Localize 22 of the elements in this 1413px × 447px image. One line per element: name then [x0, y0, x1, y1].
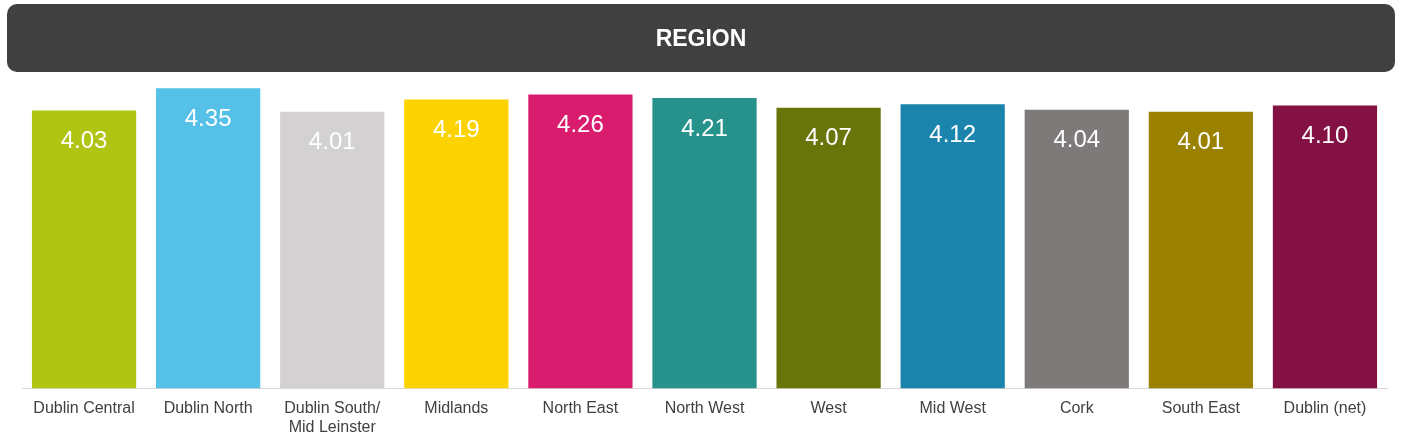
x-tick-label: Midlands	[424, 398, 489, 416]
x-tick-label: Cork	[1059, 398, 1095, 416]
data-label: 4.10	[1301, 121, 1349, 149]
data-label: 4.01	[1177, 127, 1225, 155]
x-tick-label: Dublin North	[163, 398, 253, 416]
data-label: 4.26	[557, 110, 604, 138]
data-label: 4.04	[1053, 125, 1101, 153]
x-tick-label: West	[810, 398, 848, 416]
x-tick-label: Mid West	[919, 398, 987, 416]
x-tick-label: North West	[664, 398, 745, 416]
data-label: 4.35	[184, 103, 232, 131]
x-tick-label: Dublin (net)	[1283, 398, 1367, 416]
data-label: 4.19	[432, 115, 480, 143]
data-label: 4.21	[681, 113, 728, 141]
x-tick-label: South East	[1161, 398, 1241, 416]
x-tick-label: Dublin Central	[33, 398, 135, 416]
x-tick-label: North East	[542, 398, 619, 416]
x-tick-label: Dublin South/Mid Leinster	[284, 398, 381, 435]
data-label: 4.12	[929, 119, 977, 147]
data-label: 4.03	[60, 126, 108, 154]
chart-title: REGION	[7, 4, 1395, 72]
data-label: 4.07	[805, 123, 852, 151]
